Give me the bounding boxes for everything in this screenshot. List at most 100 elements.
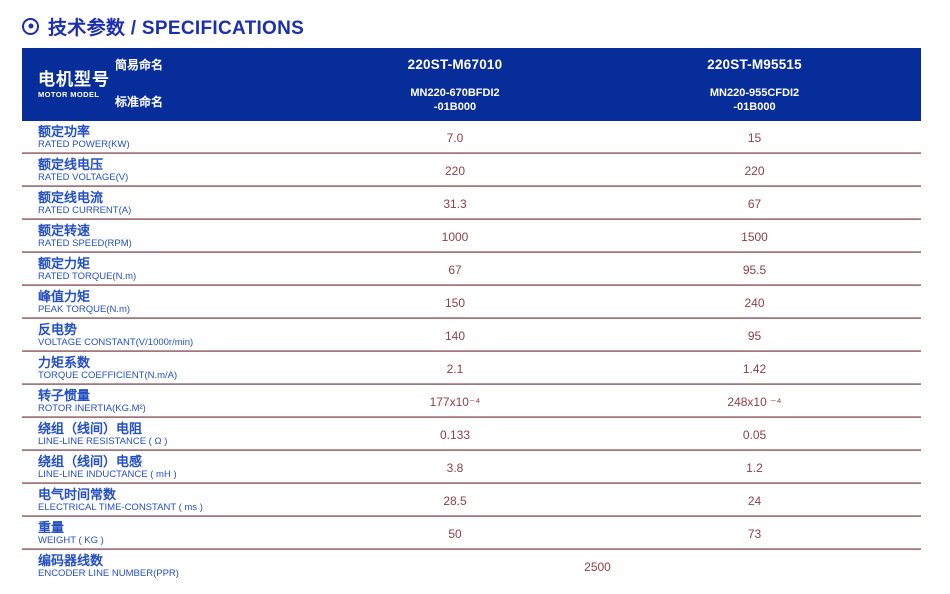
- model-2-standard-line2: -01B000: [733, 101, 776, 113]
- spec-label-zh: 编码器线数: [38, 552, 104, 568]
- spec-label-zh: 力矩系数: [38, 354, 91, 370]
- spec-label-en: LINE-LINE RESISTANCE ( Ω ): [38, 435, 168, 447]
- table-row: 峰值力矩 PEAK TORQUE(N.m) 150 240: [22, 286, 921, 319]
- spec-label-en: ENCODER LINE NUMBER(PPR): [38, 567, 179, 579]
- spec-value-model-1: 220: [444, 163, 466, 178]
- table-row: 额定转速 RATED SPEED(RPM) 1000 1500: [22, 220, 921, 253]
- spec-label-en: ELECTRICAL TIME-CONSTANT ( ms ): [38, 501, 203, 513]
- motor-model-heading: 电机型号 MOTOR MODEL: [22, 71, 115, 99]
- spec-value-model-1: 3.8: [446, 460, 464, 475]
- spec-label-cell: 额定转速 RATED SPEED(RPM): [22, 222, 322, 250]
- spec-label-en: RATED VOLTAGE(V): [38, 171, 129, 183]
- spec-label-cell: 额定线电流 RATED CURRENT(A): [22, 189, 322, 217]
- spec-label-en: WEIGHT ( KG ): [38, 534, 104, 546]
- circled-dot-icon: [22, 17, 39, 35]
- spec-label-zh: 转子惯量: [38, 387, 91, 403]
- spec-value-model-2: 1.42: [742, 361, 767, 376]
- spec-value-model-2: 24: [747, 493, 762, 508]
- page-title: 技术参数 / SPECIFICATIONS: [48, 17, 305, 39]
- spec-label-cell: 额定线电压 RATED VOLTAGE(V): [22, 157, 322, 184]
- spec-label-cell: 力矩系数 TORQUE COEFFICIENT(N.m/A): [22, 354, 322, 382]
- model-1-standard-line1: MN220-670BFDI2: [410, 87, 500, 100]
- spec-label-en: RATED TORQUE(N.m): [38, 270, 137, 282]
- spec-rows: 额定功率 RATED POWER(KW) 7.0 15 额定线电压 RATED …: [22, 121, 921, 583]
- spec-value-model-2: 67: [747, 196, 762, 211]
- header-label-area: 电机型号 MOTOR MODEL 简易命名 标准命名: [22, 48, 322, 121]
- spec-label-cell: 反电势 VOLTAGE CONSTANT(V/1000r/min): [22, 321, 322, 349]
- table-row: 额定线电压 RATED VOLTAGE(V) 220 220: [22, 154, 921, 187]
- spec-value-model-2: 220: [744, 163, 765, 178]
- spec-value-model-2: 1.2: [746, 460, 763, 475]
- spec-label-en: VOLTAGE CONSTANT(V/1000r/min): [38, 336, 194, 348]
- spec-label-zh: 重量: [38, 519, 65, 535]
- spec-label-zh: 额定转速: [38, 222, 91, 238]
- table-header: 电机型号 MOTOR MODEL 简易命名 标准命名 220ST-M67010 …: [22, 48, 921, 121]
- spec-label-cell: 转子惯量 ROTOR INERTIA(KG.M²): [22, 387, 322, 415]
- spec-value-model-2: 248x10 ⁻⁴: [727, 394, 782, 409]
- spec-label-zh: 额定线电流: [38, 189, 104, 205]
- table-row: 力矩系数 TORQUE COEFFICIENT(N.m/A) 2.1 1.42: [22, 352, 921, 385]
- spec-value-model-2: 15: [747, 130, 762, 145]
- spec-label-cell: 峰值力矩 PEAK TORQUE(N.m): [22, 288, 322, 316]
- spec-value-shared: 2500: [584, 559, 611, 574]
- spec-label-zh: 反电势: [38, 321, 78, 337]
- spec-value-model-1: 0.133: [439, 427, 471, 442]
- motor-model-zh: 电机型号: [38, 69, 110, 89]
- table-row: 编码器线数 ENCODER LINE NUMBER(PPR) 2500: [22, 550, 921, 583]
- header-column-model-2: 220ST-M95515 MN220-955CFDI2 -01B000: [588, 48, 921, 121]
- model-1-standard-name: MN220-670BFDI2 -01B000: [322, 81, 588, 121]
- spec-label-zh: 额定力矩: [38, 255, 91, 271]
- section-title: 技术参数 / SPECIFICATIONS: [22, 13, 950, 39]
- spec-label-en: RATED POWER(KW): [38, 138, 130, 150]
- spec-value-model-2: 95.5: [742, 262, 767, 277]
- spec-value-model-1: 177x10⁻⁴: [429, 394, 481, 409]
- table-row: 重量 WEIGHT ( KG ) 50 73: [22, 517, 921, 550]
- spec-value-model-2: 1500: [741, 229, 768, 244]
- simple-name-label-cell: 简易命名: [115, 48, 322, 81]
- table-row: 额定力矩 RATED TORQUE(N.m) 67 95.5: [22, 253, 921, 286]
- spec-value-model-1: 7.0: [446, 130, 464, 145]
- spec-value-model-2: 240: [744, 295, 765, 310]
- spec-label-cell: 编码器线数 ENCODER LINE NUMBER(PPR): [22, 552, 322, 580]
- model-2-standard-line1: MN220-955CFDI2: [709, 87, 800, 100]
- spec-label-cell: 重量 WEIGHT ( KG ): [22, 519, 322, 547]
- model-1-standard-line2: -01B000: [433, 101, 477, 113]
- table-row: 反电势 VOLTAGE CONSTANT(V/1000r/min) 140 95: [22, 319, 921, 352]
- spec-label-en: ROTOR INERTIA(KG.M²): [38, 402, 146, 414]
- model-2-simple-name: 220ST-M95515: [707, 57, 802, 72]
- spec-label-cell: 绕组（线间）电感 LINE-LINE INDUCTANCE ( mH ): [22, 453, 322, 481]
- spec-label-en: RATED CURRENT(A): [38, 204, 132, 216]
- standard-name-label-cell: 标准命名: [115, 81, 322, 121]
- table-row: 电气时间常数 ELECTRICAL TIME-CONSTANT ( ms ) 2…: [22, 484, 921, 517]
- table-row: 绕组（线间）电感 LINE-LINE INDUCTANCE ( mH ) 3.8…: [22, 451, 921, 484]
- table-row: 绕组（线间）电阻 LINE-LINE RESISTANCE ( Ω ) 0.13…: [22, 418, 921, 451]
- spec-value-model-2: 73: [747, 526, 762, 541]
- spec-label-en: TORQUE COEFFICIENT(N.m/A): [38, 369, 178, 381]
- spec-value-model-1: 2.1: [446, 361, 464, 376]
- spec-value-model-2: 95: [747, 328, 762, 343]
- spec-label-zh: 峰值力矩: [38, 288, 91, 304]
- simple-name-label: 简易命名: [115, 58, 164, 72]
- model-1-simple-name: 220ST-M67010: [407, 57, 503, 72]
- spec-value-model-1: 67: [448, 262, 462, 277]
- header-column-model-1: 220ST-M67010 MN220-670BFDI2 -01B000: [322, 48, 588, 121]
- spec-label-en: RATED SPEED(RPM): [38, 237, 132, 249]
- spec-label-zh: 绕组（线间）电感: [38, 453, 143, 469]
- table-row: 额定功率 RATED POWER(KW) 7.0 15: [22, 121, 921, 154]
- spec-value-model-1: 50: [448, 526, 462, 541]
- spec-label-en: PEAK TORQUE(N.m): [38, 303, 131, 315]
- spec-label-zh: 绕组（线间）电阻: [38, 420, 143, 436]
- spec-label-en: LINE-LINE INDUCTANCE ( mH ): [38, 468, 177, 480]
- spec-label-cell: 电气时间常数 ELECTRICAL TIME-CONSTANT ( ms ): [22, 486, 322, 514]
- spec-value-model-1: 28.5: [443, 493, 467, 508]
- standard-name-label: 标准命名: [115, 94, 164, 109]
- spec-label-zh: 电气时间常数: [38, 486, 117, 502]
- spec-label-zh: 额定功率: [38, 123, 91, 139]
- specifications-table: 电机型号 MOTOR MODEL 简易命名 标准命名 220ST-M67010 …: [22, 48, 921, 583]
- model-2-standard-name: MN220-955CFDI2 -01B000: [588, 81, 921, 121]
- table-row: 额定线电流 RATED CURRENT(A) 31.3 67: [22, 187, 921, 220]
- spec-value-model-2: 0.05: [742, 427, 767, 442]
- spec-value-model-1: 150: [444, 295, 466, 310]
- spec-value-model-1: 1000: [441, 229, 469, 244]
- spec-label-cell: 额定力矩 RATED TORQUE(N.m): [22, 255, 322, 283]
